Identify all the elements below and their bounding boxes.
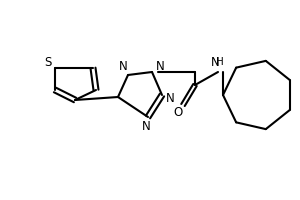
Text: N: N <box>142 120 150 134</box>
Text: N: N <box>156 60 164 72</box>
Text: N: N <box>166 92 174 104</box>
Text: N: N <box>118 60 127 73</box>
Text: H: H <box>216 57 224 67</box>
Text: S: S <box>44 56 52 70</box>
Text: O: O <box>173 106 183 119</box>
Text: N: N <box>211 55 219 68</box>
